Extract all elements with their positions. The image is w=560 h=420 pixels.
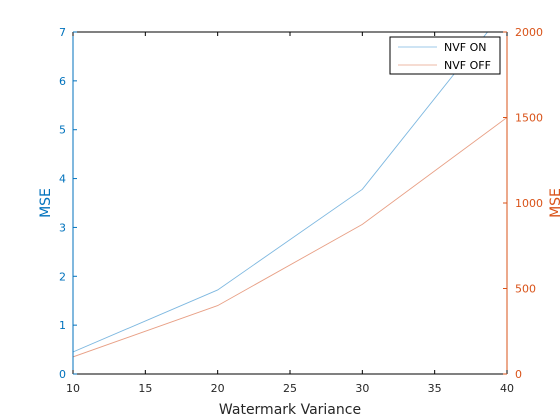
x-tick-label: 40 [500,382,514,395]
legend-label-nvf-off: NVF OFF [444,59,491,72]
series-line-nvf-on [73,32,489,353]
y-left-tick-label: 0 [59,368,66,381]
y-left-tick-label: 6 [59,75,66,88]
y-right-tick-label: 500 [515,283,536,296]
legend-label-nvf-on: NVF ON [444,41,486,54]
y-right-tick-label: 2000 [515,26,543,39]
y-right-tick-label: 0 [515,368,522,381]
x-tick-label: 25 [283,382,297,395]
y-left-tick-label: 2 [59,270,66,283]
y-right-axis-title: MSE [548,188,560,218]
series-line-nvf-off [73,117,507,358]
y-left-tick-label: 1 [59,319,66,332]
y-left-tick-label: 7 [59,26,66,39]
plot-area [73,32,507,374]
x-tick-label: 10 [66,382,80,395]
y-left-axis-title: MSE [38,188,54,218]
y-right-tick-label: 1000 [515,197,543,210]
x-tick-label: 20 [211,382,225,395]
y-right-tick-label: 1500 [515,112,543,125]
series-layer [73,32,507,358]
x-axis-title: Watermark Variance [219,402,361,418]
y-left-tick-label: 5 [59,124,66,137]
y-left-tick-label: 4 [59,173,66,186]
legend-box [389,36,501,75]
y-left-tick-label: 3 [59,221,66,234]
legend: NVF ON NVF OFF [389,36,501,75]
x-tick-label: 15 [138,382,152,395]
x-tick-label: 35 [428,382,442,395]
x-tick-label: 30 [355,382,369,395]
